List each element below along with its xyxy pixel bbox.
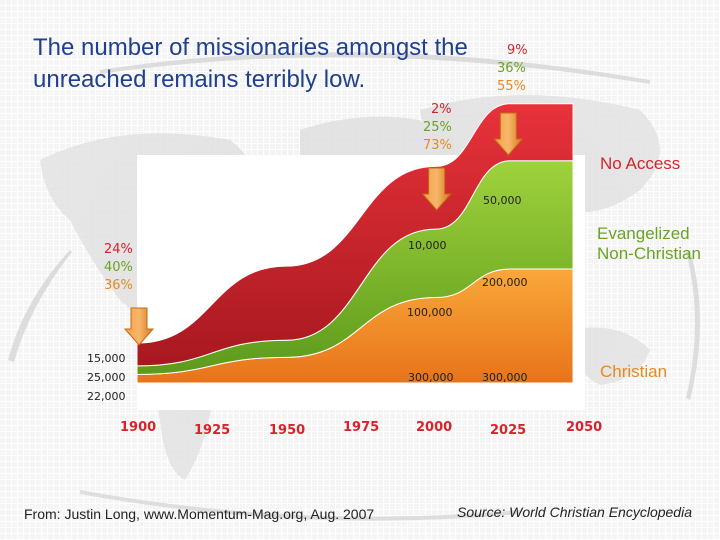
pct-1900-no-access: 24% — [104, 242, 133, 257]
legend-no-access: No Access — [600, 154, 681, 173]
x-tick-2050: 2050 — [566, 420, 603, 435]
legend-christian: Christian — [600, 362, 668, 381]
count-2000-christian: 300,000 — [408, 371, 454, 384]
x-tick-1975: 1975 — [343, 420, 380, 435]
x-tick-2000: 2000 — [416, 420, 453, 435]
area-no-access — [136, 103, 574, 367]
footer-source-left: From: Justin Long, www.Momentum-Mag.org,… — [24, 506, 375, 522]
pct-2025-no-access: 9% — [507, 43, 528, 58]
count-2000-no-access: 10,000 — [408, 239, 447, 252]
count-1900-evangelized: 25,000 — [87, 371, 126, 384]
arrow-1900 — [123, 307, 155, 346]
count-1900-christian: 22,000 — [87, 390, 126, 403]
page-title: The number of missionaries amongst the u… — [33, 34, 468, 93]
pct-2000-evangelized: 25% — [423, 120, 452, 135]
pct-2025-evangelized: 36% — [497, 61, 526, 76]
pct-2000-christian: 73% — [423, 138, 452, 153]
count-2025-evangelized: 200,000 — [482, 276, 528, 289]
pct-2000-no-access: 2% — [431, 102, 452, 117]
x-tick-1950: 1950 — [269, 423, 306, 438]
arrow-2025 — [493, 112, 524, 156]
x-tick-2025: 2025 — [490, 423, 527, 438]
legend-evangelized: Evangelized Non-Christian — [597, 224, 701, 263]
count-1900-no-access: 15,000 — [87, 352, 126, 365]
x-tick-1925: 1925 — [194, 423, 231, 438]
pct-2025-christian: 55% — [497, 79, 526, 94]
count-2025-no-access: 50,000 — [483, 194, 522, 207]
x-tick-1900: 1900 — [120, 420, 157, 435]
arrow-2000 — [421, 167, 452, 211]
count-2000-evangelized: 100,000 — [407, 306, 453, 319]
pct-1900-evangelized: 40% — [104, 260, 133, 275]
footer-source-right: Source: World Christian Encyclopedia — [457, 504, 692, 520]
pct-1900-christian: 36% — [104, 278, 133, 293]
count-2025-christian: 300,000 — [482, 371, 528, 384]
